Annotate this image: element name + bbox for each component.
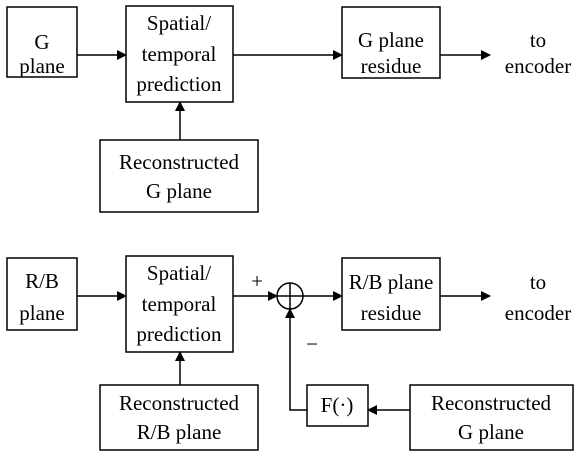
block <box>99 384 259 451</box>
label: prediction <box>136 72 222 96</box>
label: encoder <box>505 301 571 325</box>
label: temporal <box>142 42 217 66</box>
label: Spatial/ <box>147 261 211 285</box>
label: residue <box>361 301 422 325</box>
label: to <box>530 270 546 294</box>
plus-sign: + <box>251 269 263 293</box>
layer: G plane Spatial/ temporal prediction G p… <box>6 5 574 451</box>
label: G plane <box>146 179 212 203</box>
label: F(·) <box>321 393 354 417</box>
label: to <box>530 28 546 52</box>
block <box>341 257 441 331</box>
label: G <box>34 30 49 54</box>
block <box>409 384 574 451</box>
label: G plane <box>358 28 424 52</box>
label: encoder <box>505 54 571 78</box>
label: temporal <box>142 292 217 316</box>
label: plane <box>19 301 64 325</box>
label: residue <box>361 54 422 78</box>
label: R/B <box>25 269 59 293</box>
minus-sign: − <box>306 332 318 356</box>
label: R/B plane <box>349 270 434 294</box>
block <box>6 257 78 331</box>
label: prediction <box>136 322 222 346</box>
label: Spatial/ <box>147 11 211 35</box>
label: plane <box>19 54 64 78</box>
label: Reconstructed <box>119 391 240 415</box>
block <box>341 6 441 79</box>
block <box>99 139 259 213</box>
label: R/B plane <box>137 420 222 444</box>
label: G plane <box>458 420 524 444</box>
label: Reconstructed <box>119 150 240 174</box>
block <box>125 5 234 103</box>
block <box>6 6 78 78</box>
label: Reconstructed <box>431 391 552 415</box>
block <box>125 255 234 353</box>
arrow <box>285 308 307 411</box>
